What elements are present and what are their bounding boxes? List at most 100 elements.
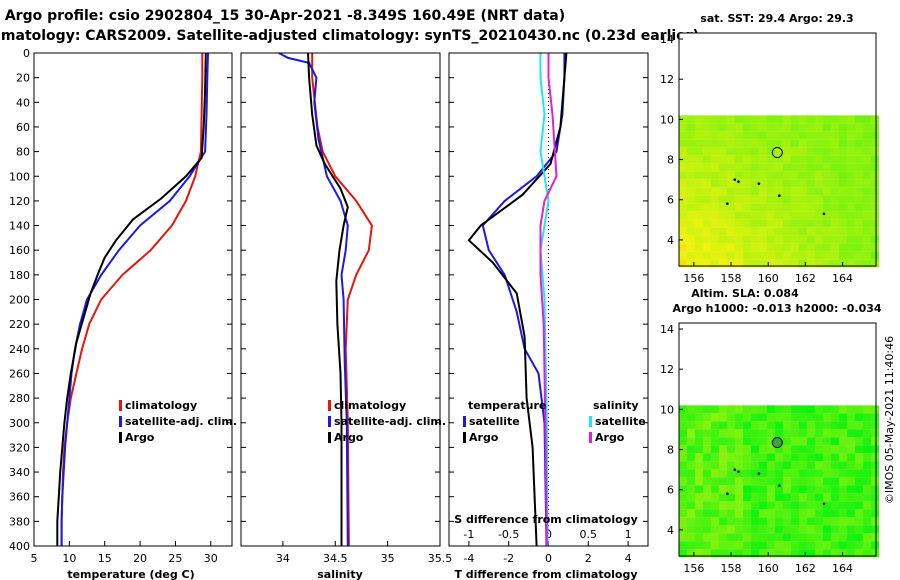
salinity-xtick-label: 34.5 bbox=[323, 552, 348, 565]
map-cell bbox=[791, 413, 799, 422]
map-cell bbox=[847, 243, 855, 252]
map-cell bbox=[823, 251, 831, 260]
map-cell bbox=[687, 179, 695, 188]
map-cell bbox=[719, 421, 727, 430]
map-cell bbox=[807, 533, 815, 542]
map-cell bbox=[679, 243, 687, 252]
map-cell bbox=[871, 211, 879, 220]
map-cell bbox=[839, 147, 847, 156]
map-cell bbox=[751, 235, 759, 244]
map-cell bbox=[823, 211, 831, 220]
map-cell bbox=[807, 211, 815, 220]
map-cell bbox=[687, 501, 695, 510]
map-cell bbox=[695, 243, 703, 252]
temperature-plot-frame bbox=[33, 52, 233, 547]
map-cell bbox=[703, 413, 711, 422]
map-xtick-label: 164 bbox=[832, 272, 853, 285]
map-cell bbox=[839, 227, 847, 236]
map-cell bbox=[799, 525, 807, 534]
map-cell bbox=[783, 219, 791, 228]
map-cell bbox=[791, 445, 799, 454]
map-cell bbox=[743, 493, 751, 502]
map-cell bbox=[839, 115, 847, 124]
map-cell bbox=[863, 405, 871, 414]
map-cell bbox=[687, 445, 695, 454]
map-cell bbox=[751, 469, 759, 478]
temperature-xtick-label: 5 bbox=[31, 552, 38, 565]
map-cell bbox=[863, 243, 871, 252]
map-cell bbox=[751, 493, 759, 502]
map-cell bbox=[863, 509, 871, 518]
map-cell bbox=[711, 437, 719, 446]
map-cell bbox=[751, 461, 759, 470]
map-cell bbox=[839, 203, 847, 212]
map-cell bbox=[703, 131, 711, 140]
map-cell bbox=[711, 227, 719, 236]
map-cell bbox=[807, 171, 815, 180]
map-cell bbox=[791, 429, 799, 438]
map-cell bbox=[719, 461, 727, 470]
map-cell bbox=[735, 429, 743, 438]
map-cell bbox=[711, 131, 719, 140]
map-cell bbox=[839, 139, 847, 148]
map-cell bbox=[695, 517, 703, 526]
map-cell bbox=[727, 477, 735, 486]
map-cell bbox=[759, 139, 767, 148]
map-cell bbox=[751, 131, 759, 140]
map-cell bbox=[703, 509, 711, 518]
map-cell bbox=[743, 453, 751, 462]
map-cell bbox=[735, 517, 743, 526]
map-cell bbox=[687, 525, 695, 534]
map-cell bbox=[775, 517, 783, 526]
map-cell bbox=[743, 259, 751, 268]
map-cell bbox=[855, 437, 863, 446]
map-cell bbox=[783, 131, 791, 140]
map-cell bbox=[759, 493, 767, 502]
map-cell bbox=[735, 139, 743, 148]
map-cell bbox=[751, 549, 759, 558]
map-cell bbox=[759, 195, 767, 204]
map-cell bbox=[751, 541, 759, 550]
map-cell bbox=[807, 541, 815, 550]
map-cell bbox=[839, 525, 847, 534]
map-cell bbox=[807, 203, 815, 212]
map-cell bbox=[791, 139, 799, 148]
depth-tick-label: 120 bbox=[9, 195, 30, 208]
map-cell bbox=[799, 533, 807, 542]
map-cell bbox=[823, 493, 831, 502]
map-cell bbox=[719, 501, 727, 510]
map-cell bbox=[751, 485, 759, 494]
map-cell bbox=[775, 115, 783, 124]
map-cell bbox=[759, 421, 767, 430]
map-cell bbox=[823, 517, 831, 526]
map-cell bbox=[783, 445, 791, 454]
map-cell bbox=[855, 123, 863, 132]
map-cell bbox=[823, 163, 831, 172]
map-cell bbox=[823, 445, 831, 454]
map-cell bbox=[767, 461, 775, 470]
depth-tick-label: 180 bbox=[9, 269, 30, 282]
map-cell bbox=[847, 123, 855, 132]
map-cell bbox=[855, 533, 863, 542]
map-cell bbox=[751, 413, 759, 422]
map-cell bbox=[703, 421, 711, 430]
map-cell bbox=[863, 235, 871, 244]
legend-swatch bbox=[328, 432, 331, 443]
map-cell bbox=[783, 429, 791, 438]
map-cell bbox=[855, 445, 863, 454]
map-cell bbox=[719, 485, 727, 494]
map-cell bbox=[815, 429, 823, 438]
legend-swatch bbox=[589, 432, 592, 443]
map-cell bbox=[831, 477, 839, 486]
map-cell bbox=[783, 163, 791, 172]
map-cell bbox=[767, 509, 775, 518]
sst-map: 156 158 160 162 164 4 6 8 10 12 14 bbox=[660, 32, 879, 285]
map-cell bbox=[687, 235, 695, 244]
map-cell bbox=[767, 195, 775, 204]
map-cell bbox=[839, 501, 847, 510]
map-cell bbox=[759, 203, 767, 212]
map-cell bbox=[783, 115, 791, 124]
map-cell bbox=[839, 195, 847, 204]
map-cell bbox=[695, 437, 703, 446]
map-cell bbox=[767, 139, 775, 148]
